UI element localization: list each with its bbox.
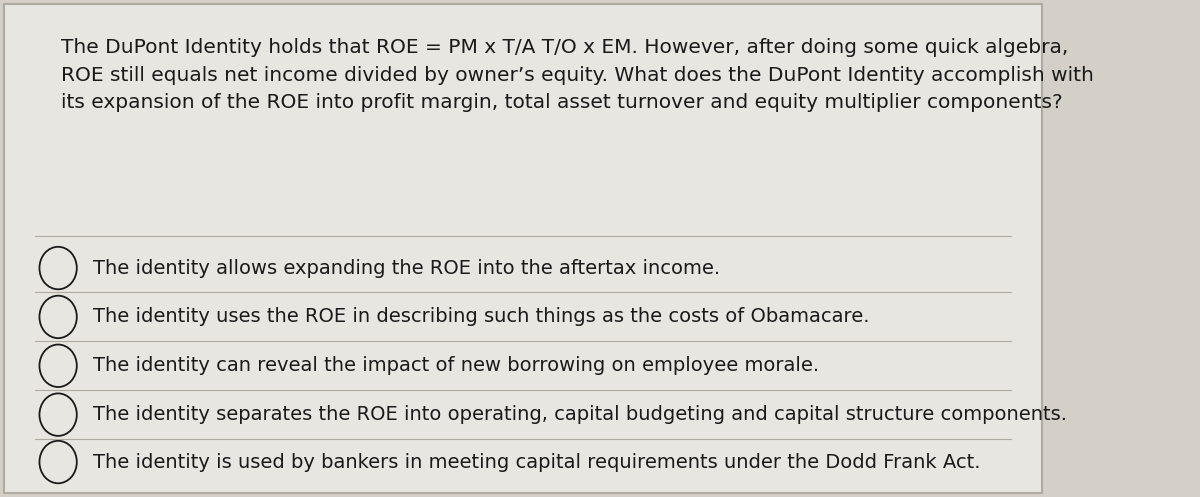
FancyBboxPatch shape bbox=[4, 4, 1042, 493]
Text: The DuPont Identity holds that ROE = PM x T/A T/O x EM. However, after doing som: The DuPont Identity holds that ROE = PM … bbox=[61, 38, 1094, 112]
Text: The identity uses the ROE in describing such things as the costs of Obamacare.: The identity uses the ROE in describing … bbox=[94, 308, 870, 327]
Text: The identity allows expanding the ROE into the aftertax income.: The identity allows expanding the ROE in… bbox=[94, 258, 720, 277]
Text: The identity can reveal the impact of new borrowing on employee morale.: The identity can reveal the impact of ne… bbox=[94, 356, 820, 375]
Text: The identity separates the ROE into operating, capital budgeting and capital str: The identity separates the ROE into oper… bbox=[94, 405, 1068, 424]
Text: The identity is used by bankers in meeting capital requirements under the Dodd F: The identity is used by bankers in meeti… bbox=[94, 453, 980, 472]
